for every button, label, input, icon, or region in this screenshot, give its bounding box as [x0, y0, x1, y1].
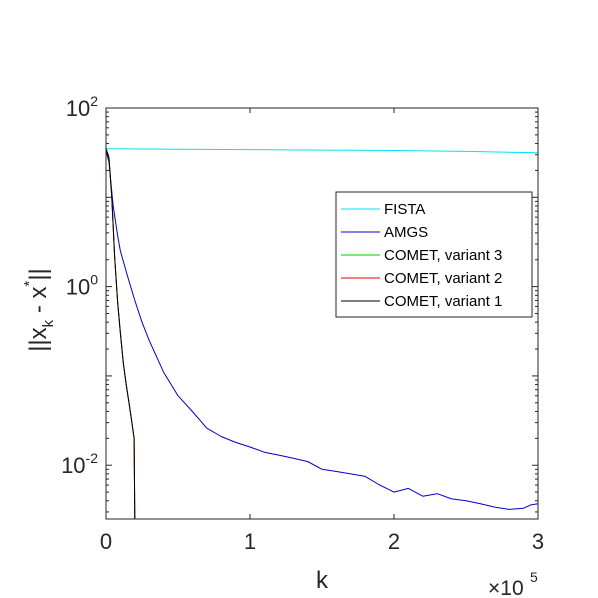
x-axis-label: k	[316, 567, 329, 594]
legend-label: AMGS	[384, 224, 428, 241]
y-tick-label: 10-2	[61, 450, 98, 478]
x-exponent-power: 5	[530, 569, 538, 585]
legend-label: COMET, variant 3	[384, 247, 502, 264]
y-axis-label: ||xk - x*||	[21, 268, 57, 352]
y-tick-base: 10	[66, 275, 90, 300]
y-label-sub: k	[40, 319, 57, 327]
x-exponent-base: ×10	[488, 577, 524, 598]
series-line-1	[106, 148, 538, 154]
y-tick-base: 10	[66, 96, 90, 121]
series-line-5	[106, 148, 538, 519]
y-tick-exponent: 2	[90, 93, 98, 109]
y-label-mid: - x	[25, 287, 52, 320]
x-tick-label: 3	[532, 529, 544, 554]
series-line-2	[106, 150, 538, 510]
x-exponent: ×10 5	[488, 569, 538, 598]
y-label-sup: *	[21, 281, 38, 287]
legend-label: COMET, variant 2	[384, 270, 502, 287]
legend: FISTA AMGS COMET, variant 3 COMET, variant …	[335, 191, 533, 318]
series-group	[106, 148, 538, 519]
y-tick-base: 10	[61, 453, 85, 478]
legend-label: COMET, variant 1	[384, 293, 502, 310]
y-tick-label: 102	[66, 93, 98, 121]
y-label-end: ||	[25, 268, 52, 280]
y-label-main: ||x	[25, 327, 52, 351]
y-tick-exponent: -2	[86, 450, 99, 466]
x-tick-label: 2	[388, 529, 400, 554]
y-tick-exponent: 0	[90, 272, 98, 288]
x-ticks: 0 1 2 3	[100, 108, 544, 554]
y-tick-label: 100	[66, 272, 98, 300]
x-tick-label: 1	[244, 529, 256, 554]
legend-label: FISTA	[384, 201, 425, 218]
svg-text:||xk - x*||: ||xk - x*||	[21, 268, 57, 352]
x-tick-label: 0	[100, 529, 112, 554]
